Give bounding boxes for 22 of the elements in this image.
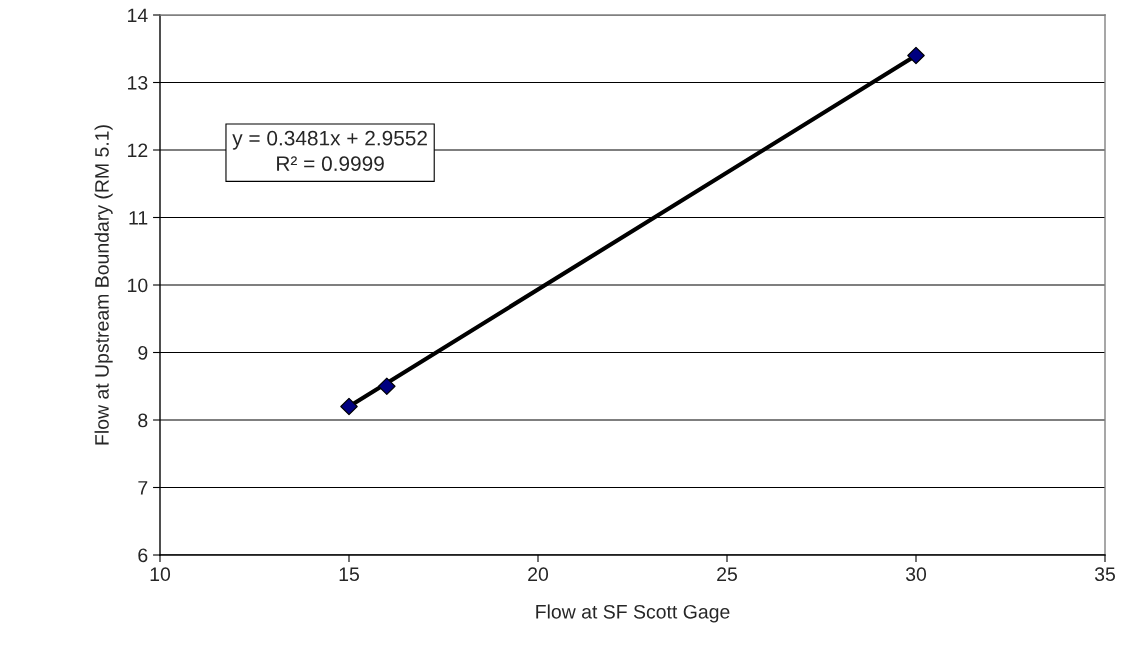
x-tick-label: 35 — [1094, 567, 1115, 582]
x-axis-title: Flow at SF Scott Gage — [536, 604, 730, 623]
y-tick-label: 6 — [138, 548, 148, 563]
x-tick-label: 10 — [150, 567, 171, 582]
x-tick-label: 30 — [905, 567, 927, 582]
y-tick-label: 12 — [128, 143, 148, 158]
annotation: y = 0.3481x + 2.9552 — [232, 130, 427, 150]
y-tick-label: 8 — [138, 413, 148, 428]
y-tick-label: 14 — [128, 8, 148, 23]
x-tick-label: 25 — [717, 567, 737, 582]
point — [907, 46, 925, 65]
x-tick-label: 20 — [528, 567, 549, 582]
y-tick-label: 7 — [138, 481, 148, 495]
y-axis-title: Flow at Upstream Boundary (RM 5.1) — [94, 125, 113, 445]
point — [340, 397, 358, 416]
y-tick-label: 10 — [128, 278, 148, 293]
y-tick-label: 11 — [129, 211, 148, 225]
y-tick-label: 9 — [138, 345, 148, 360]
annotation: R² = 0.9999 — [277, 156, 384, 172]
point — [378, 377, 396, 396]
x-tick-label: 15 — [339, 567, 359, 582]
y-tick-label: 13 — [128, 75, 148, 90]
